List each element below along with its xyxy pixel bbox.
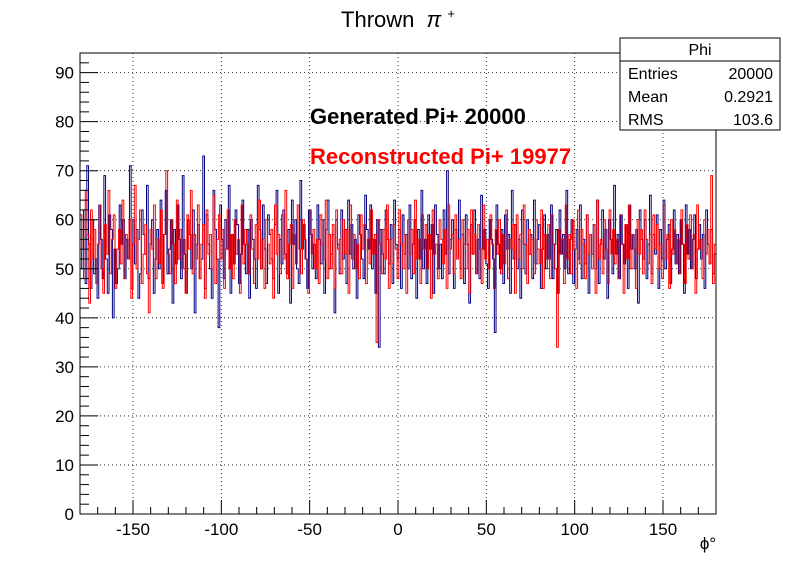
x-tick-label: -50 <box>297 520 322 539</box>
chart-title: Thrown π + <box>341 6 455 32</box>
x-tick-label: -100 <box>204 520 238 539</box>
y-tick-label: 80 <box>55 113 74 132</box>
x-tick-label: 0 <box>393 520 402 539</box>
stats-mean-value: 0.2921 <box>724 89 773 106</box>
stats-rms-label: RMS <box>628 112 664 129</box>
y-tick-label: 60 <box>55 211 74 230</box>
x-tick-label: 100 <box>560 520 588 539</box>
x-axis-title: ϕ° <box>700 534 716 553</box>
y-tick-label: 30 <box>55 358 74 377</box>
histogram-series-reconstructed <box>80 170 716 348</box>
stats-entries-label: Entries <box>628 66 678 83</box>
stats-entries-value: 20000 <box>729 66 774 83</box>
stats-box-frame <box>619 37 781 131</box>
y-tick-label: 90 <box>55 64 74 83</box>
stats-box-title: Phi <box>688 42 711 59</box>
x-tick-label: -150 <box>116 520 150 539</box>
stats-rms-value: 103.6 <box>733 112 773 129</box>
chart-title-text: Thrown <box>341 7 414 32</box>
stats-box: Phi Entries 20000 Mean 0.2921 RMS 103.6 <box>619 37 781 131</box>
histogram-series <box>80 155 716 348</box>
y-tick-label: 10 <box>55 456 74 475</box>
chart-title-superscript: + <box>447 6 455 21</box>
y-tick-label: 20 <box>55 407 74 426</box>
annotation-generated: Generated Pi+ 20000 <box>310 104 526 129</box>
axes: -150 -100 -50 0 50 100 150 0 10 20 30 40 50 60 70 80 90 <box>55 62 699 539</box>
x-tick-label: 50 <box>477 520 496 539</box>
y-tick-label: 40 <box>55 309 74 328</box>
x-tick-label: 150 <box>649 520 677 539</box>
chart-title-symbol: π <box>427 7 443 32</box>
annotation-reconstructed: Reconstructed Pi+ 19977 <box>310 144 571 169</box>
y-tick-label: 70 <box>55 162 74 181</box>
y-tick-label: 50 <box>55 260 74 279</box>
stats-mean-label: Mean <box>628 89 668 106</box>
y-tick-label: 0 <box>65 505 74 524</box>
